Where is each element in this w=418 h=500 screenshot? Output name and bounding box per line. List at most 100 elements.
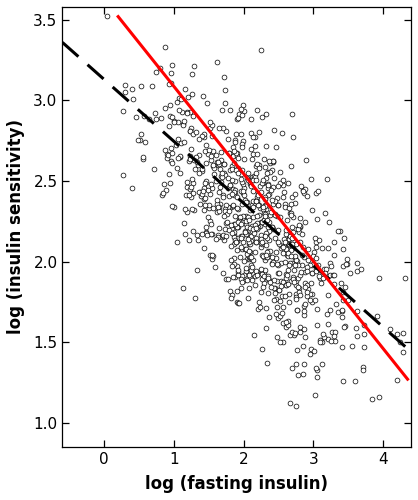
Point (232, 177, 238, 185)
Point (205, 213, 212, 221)
Point (315, 272, 322, 280)
Point (188, 183, 194, 191)
Point (184, 109, 190, 117)
Point (225, 276, 232, 283)
Point (232, 136, 238, 144)
Point (242, 218, 249, 226)
Point (352, 324, 359, 332)
Point (227, 106, 233, 114)
Point (168, 158, 175, 166)
Point (240, 214, 247, 222)
Point (264, 248, 270, 256)
Point (289, 193, 296, 201)
Point (264, 229, 271, 237)
Point (339, 306, 346, 314)
Point (319, 244, 325, 252)
Point (203, 159, 209, 167)
Point (263, 174, 270, 182)
Point (258, 270, 265, 278)
Point (268, 224, 275, 232)
Point (238, 188, 245, 196)
Point (235, 299, 242, 307)
Point (275, 314, 282, 322)
Point (275, 269, 281, 277)
Point (200, 244, 207, 252)
Point (239, 166, 245, 174)
Point (256, 298, 263, 306)
Point (267, 278, 273, 286)
Point (282, 323, 289, 331)
Point (271, 210, 278, 218)
Point (227, 166, 234, 174)
Point (268, 260, 275, 268)
Point (237, 234, 244, 242)
Point (292, 402, 299, 410)
Point (213, 158, 220, 166)
Point (287, 399, 293, 407)
Point (212, 235, 219, 243)
Point (203, 141, 209, 149)
Point (360, 363, 367, 371)
Point (314, 216, 321, 224)
Point (201, 206, 207, 214)
Point (315, 261, 322, 269)
Point (196, 169, 203, 177)
Point (303, 288, 310, 296)
Point (231, 230, 237, 238)
Point (273, 248, 279, 256)
Point (247, 266, 254, 274)
Point (220, 270, 227, 278)
Point (262, 110, 269, 118)
Point (348, 342, 355, 350)
Point (253, 170, 260, 177)
Point (369, 396, 375, 404)
Point (296, 220, 302, 228)
Point (242, 245, 249, 253)
Point (292, 290, 299, 298)
Point (278, 309, 285, 317)
Point (260, 272, 267, 280)
Point (353, 307, 360, 315)
Point (209, 161, 216, 169)
Point (222, 225, 229, 233)
Point (229, 152, 236, 160)
Point (255, 305, 261, 313)
Point (254, 193, 260, 201)
Point (261, 256, 268, 264)
Point (234, 298, 241, 306)
Point (194, 158, 201, 166)
Point (214, 196, 221, 203)
Point (297, 328, 303, 336)
Point (279, 129, 286, 137)
Point (282, 282, 289, 290)
Point (270, 225, 276, 233)
Point (300, 244, 307, 252)
Point (284, 271, 291, 279)
Point (272, 197, 278, 205)
Point (238, 110, 245, 118)
Point (260, 278, 267, 286)
Point (194, 160, 201, 168)
Point (247, 145, 254, 153)
Point (239, 278, 245, 286)
Point (215, 224, 222, 232)
Point (300, 370, 306, 378)
Point (293, 293, 299, 301)
Point (223, 210, 230, 218)
Point (141, 112, 148, 120)
Point (161, 180, 168, 188)
Point (248, 116, 255, 124)
Point (242, 196, 249, 204)
Point (168, 68, 174, 76)
Point (261, 220, 268, 228)
Point (224, 135, 231, 143)
Point (237, 243, 244, 251)
Point (244, 230, 251, 238)
Point (358, 265, 364, 273)
Point (255, 190, 262, 198)
Point (190, 130, 196, 138)
Point (208, 220, 214, 228)
Point (262, 202, 269, 209)
Point (235, 266, 242, 274)
Point (138, 130, 145, 138)
